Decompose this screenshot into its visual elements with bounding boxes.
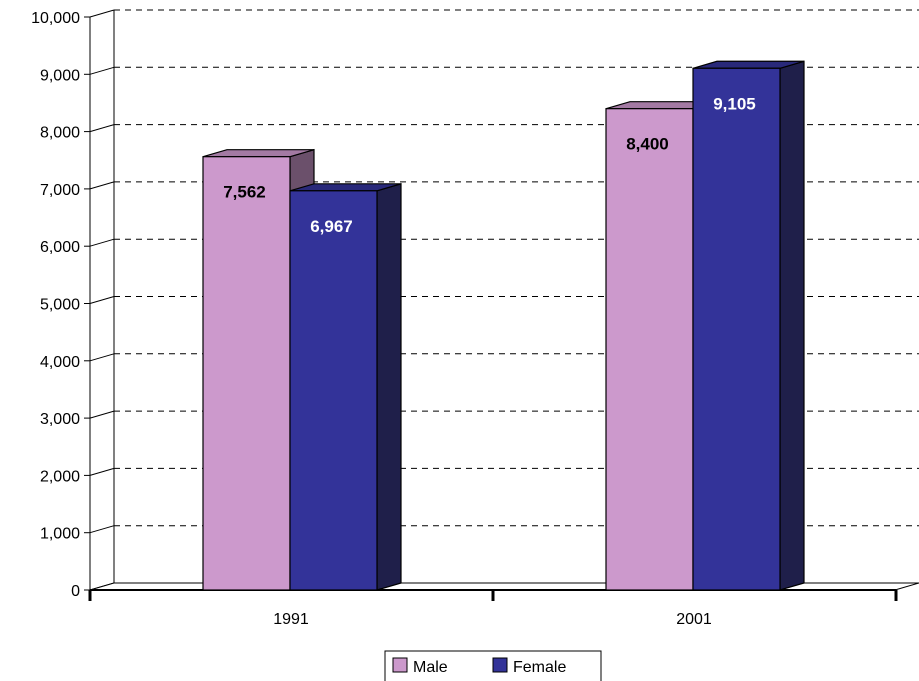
gridline-wall (89, 467, 115, 476)
category-label-2001: 2001 (676, 611, 712, 628)
gridline-wall (89, 353, 115, 362)
y-tick-label: 4,000 (40, 354, 80, 371)
y-tick-label: 3,000 (40, 411, 80, 428)
gridline-wall (89, 66, 115, 75)
data-label-male-2001: 8,400 (626, 135, 669, 154)
legend-item-male: Male (392, 657, 448, 676)
y-tick-label: 5,000 (40, 297, 80, 314)
gridline-wall (89, 238, 115, 247)
gridline-wall (89, 181, 115, 190)
legend-swatch (392, 657, 408, 673)
y-tick-label: 10,000 (31, 10, 80, 27)
gridline-wall (89, 410, 115, 419)
gridline-wall (89, 296, 115, 304)
legend-item-female: Female (492, 657, 566, 676)
data-label-female-1991: 6,967 (310, 217, 353, 236)
legend: Male Female (384, 650, 602, 681)
y-tick-label: 9,000 (40, 67, 80, 84)
data-label-male-1991: 7,562 (223, 183, 266, 202)
legend-label: Male (413, 659, 448, 676)
category-labels: 1991 2001 (273, 611, 712, 628)
y-tick-label: 7,000 (40, 182, 80, 199)
category-label-1991: 1991 (273, 611, 309, 628)
gridline-wall (89, 9, 115, 18)
y-tick-label: 6,000 (40, 239, 80, 256)
legend-swatch (492, 657, 508, 673)
gridline-wall (89, 124, 115, 133)
y-tick-label: 1,000 (40, 526, 80, 543)
bar-female-2001 (692, 60, 805, 591)
y-tick-label: 0 (71, 583, 80, 600)
data-label-female-2001: 9,105 (713, 94, 756, 113)
y-axis-ticks: 0 1,000 2,000 3,000 4,000 5,000 6,000 7,000 8,00… (31, 10, 90, 600)
y-tick-label: 8,000 (40, 125, 80, 142)
bar-female-1991 (289, 182, 402, 591)
legend-label: Female (513, 659, 566, 676)
data-labels: 7,562 6,967 8,400 9,105 (223, 94, 756, 236)
bars (202, 60, 805, 591)
gridline-wall (89, 525, 115, 534)
y-tick-label: 2,000 (40, 468, 80, 485)
